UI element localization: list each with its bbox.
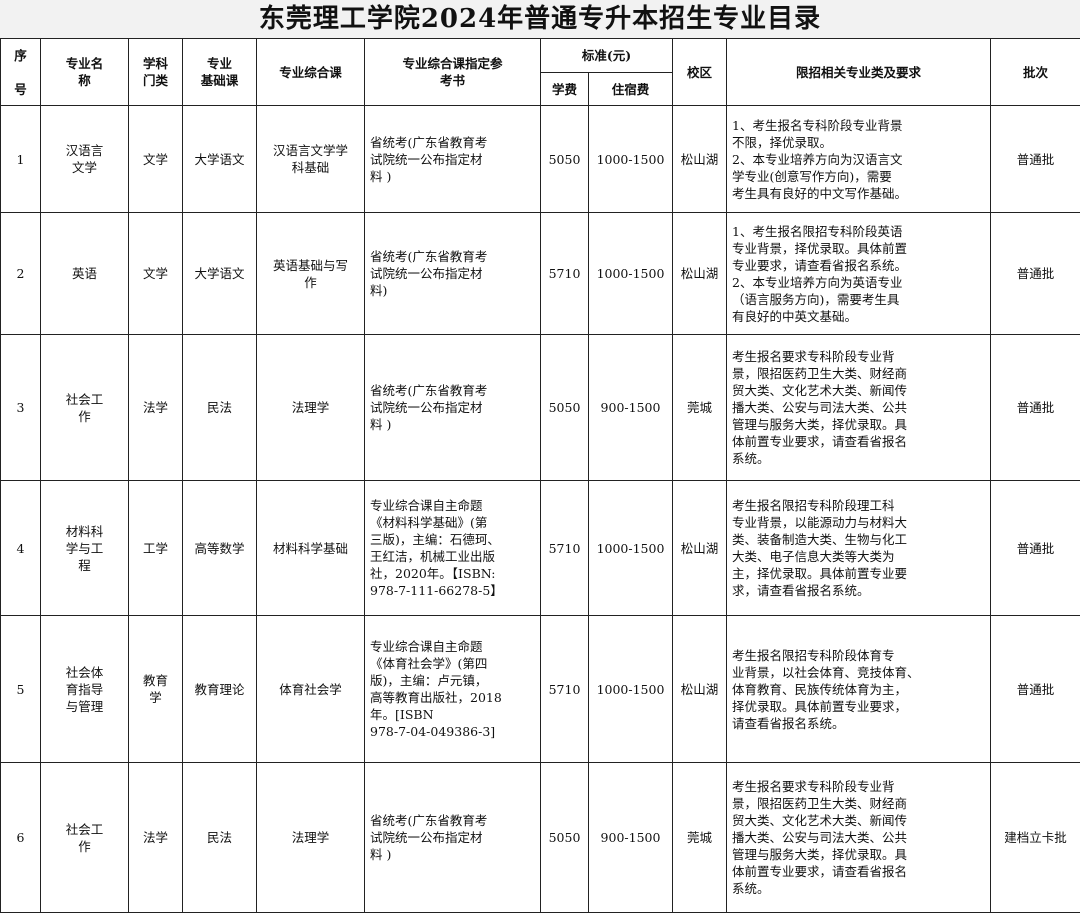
cell-reference: 专业综合课自主命题 《材料科学基础》(第 三版)，主编：石德珂、 王红洁，机械工…	[365, 481, 541, 616]
cell-requirements: 1、考生报名专科阶段专业背景 不限，择优录取。 2、本专业培养方向为汉语言文 学…	[727, 106, 991, 213]
cell-batch: 建档立卡批	[991, 763, 1080, 913]
cell-major: 汉语言 文学	[41, 106, 129, 213]
cell-tuition: 5710	[541, 616, 589, 763]
page-title: 东莞理工学院2024年普通专升本招生专业目录	[0, 0, 1080, 38]
header-lodging: 住宿费	[589, 73, 673, 106]
cell-campus: 松山湖	[673, 616, 727, 763]
cell-no: 1	[1, 106, 41, 213]
cell-reference: 省统考(广东省教育考 试院统一公布指定材 料 )	[365, 106, 541, 213]
header-major: 专业名 称	[41, 39, 129, 106]
header-requirements: 限招相关专业类及要求	[727, 39, 991, 106]
cell-major: 社会工 作	[41, 763, 129, 913]
cell-no: 5	[1, 616, 41, 763]
header-comprehensive-course: 专业综合课	[257, 39, 365, 106]
cell-basic: 大学语文	[183, 106, 257, 213]
header-standard: 标准(元)	[541, 39, 673, 73]
cell-comprehensive: 英语基础与写 作	[257, 213, 365, 335]
cell-basic: 民法	[183, 335, 257, 481]
cell-category: 文学	[129, 106, 183, 213]
cell-campus: 松山湖	[673, 481, 727, 616]
cell-comprehensive: 汉语言文学学 科基础	[257, 106, 365, 213]
cell-reference: 专业综合课自主命题 《体育社会学》(第四 版)，主编：卢元镇， 高等教育出版社，…	[365, 616, 541, 763]
cell-tuition: 5050	[541, 335, 589, 481]
cell-category: 法学	[129, 335, 183, 481]
cell-major: 社会体 育指导 与管理	[41, 616, 129, 763]
cell-category: 文学	[129, 213, 183, 335]
header-no: 序 号	[1, 39, 41, 106]
cell-no: 2	[1, 213, 41, 335]
cell-comprehensive: 材料科学基础	[257, 481, 365, 616]
cell-lodging: 900-1500	[589, 763, 673, 913]
header-tuition: 学费	[541, 73, 589, 106]
cell-campus: 莞城	[673, 763, 727, 913]
cell-campus: 莞城	[673, 335, 727, 481]
cell-comprehensive: 法理学	[257, 335, 365, 481]
cell-requirements: 考生报名限招专科阶段体育专 业背景，以社会体育、竞技体育、 体育教育、民族传统体…	[727, 616, 991, 763]
cell-requirements: 1、考生报名限招专科阶段英语 专业背景，择优录取。具体前置 专业要求，请查看省报…	[727, 213, 991, 335]
cell-tuition: 5050	[541, 106, 589, 213]
header-batch: 批次	[991, 39, 1080, 106]
cell-basic: 民法	[183, 763, 257, 913]
cell-no: 4	[1, 481, 41, 616]
cell-tuition: 5710	[541, 213, 589, 335]
header-campus: 校区	[673, 39, 727, 106]
cell-basic: 教育理论	[183, 616, 257, 763]
cell-batch: 普通批	[991, 481, 1080, 616]
cell-requirements: 考生报名要求专科阶段专业背 景，限招医药卫生大类、财经商 贸大类、文化艺术大类、…	[727, 335, 991, 481]
cell-tuition: 5050	[541, 763, 589, 913]
cell-lodging: 900-1500	[589, 335, 673, 481]
header-category: 学科 门类	[129, 39, 183, 106]
cell-category: 教育 学	[129, 616, 183, 763]
major-catalog-table: 序 号 专业名 称 学科 门类 专业 基础课 专业综合课 专业综合课指定参 考书…	[0, 38, 1080, 913]
cell-reference: 省统考(广东省教育考 试院统一公布指定材 料)	[365, 213, 541, 335]
cell-no: 3	[1, 335, 41, 481]
cell-batch: 普通批	[991, 106, 1080, 213]
cell-lodging: 1000-1500	[589, 213, 673, 335]
cell-batch: 普通批	[991, 616, 1080, 763]
cell-tuition: 5710	[541, 481, 589, 616]
cell-major: 社会工 作	[41, 335, 129, 481]
cell-requirements: 考生报名限招专科阶段理工科 专业背景，以能源动力与材料大 类、装备制造大类、生物…	[727, 481, 991, 616]
cell-reference: 省统考(广东省教育考 试院统一公布指定材 料 )	[365, 335, 541, 481]
cell-lodging: 1000-1500	[589, 481, 673, 616]
cell-batch: 普通批	[991, 335, 1080, 481]
cell-comprehensive: 法理学	[257, 763, 365, 913]
cell-category: 工学	[129, 481, 183, 616]
header-reference-book: 专业综合课指定参 考书	[365, 39, 541, 106]
cell-reference: 省统考(广东省教育考 试院统一公布指定材 料 )	[365, 763, 541, 913]
cell-basic: 大学语文	[183, 213, 257, 335]
cell-major: 材料科 学与工 程	[41, 481, 129, 616]
cell-batch: 普通批	[991, 213, 1080, 335]
cell-basic: 高等数学	[183, 481, 257, 616]
cell-category: 法学	[129, 763, 183, 913]
cell-campus: 松山湖	[673, 213, 727, 335]
cell-major: 英语	[41, 213, 129, 335]
cell-lodging: 1000-1500	[589, 616, 673, 763]
cell-no: 6	[1, 763, 41, 913]
cell-comprehensive: 体育社会学	[257, 616, 365, 763]
cell-requirements: 考生报名要求专科阶段专业背 景，限招医药卫生大类、财经商 贸大类、文化艺术大类、…	[727, 763, 991, 913]
header-basic-course: 专业 基础课	[183, 39, 257, 106]
cell-lodging: 1000-1500	[589, 106, 673, 213]
cell-campus: 松山湖	[673, 106, 727, 213]
